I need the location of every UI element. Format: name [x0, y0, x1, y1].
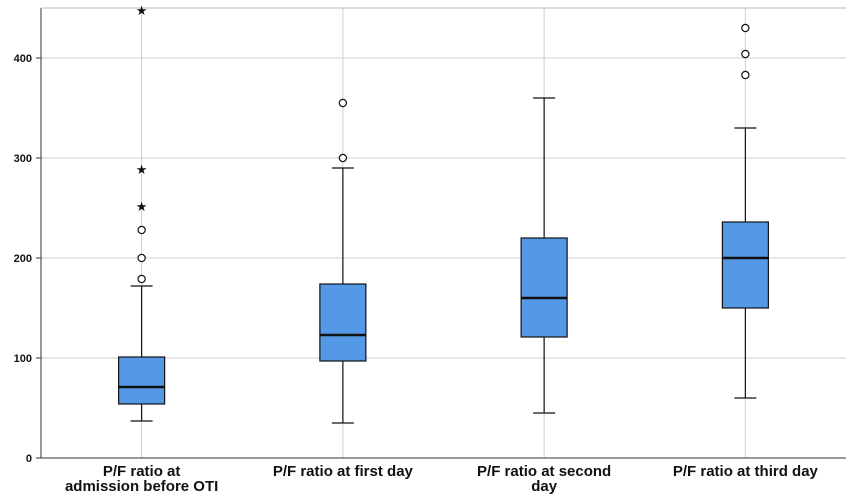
y-tick-label: 400 [14, 53, 32, 65]
box-group [520, 97, 568, 414]
box-group [721, 23, 769, 399]
box-group: ★ ★ ★ [118, 4, 166, 422]
outlier-point [338, 98, 348, 108]
x-category-label: day [531, 478, 558, 495]
outlier-point [741, 23, 750, 33]
x-category-label: P/F ratio at [103, 463, 181, 480]
extreme-point: ★ [136, 4, 148, 19]
y-tick-label: 200 [14, 253, 32, 265]
outlier-point [338, 153, 348, 163]
y-tick-label: 0 [26, 453, 32, 465]
extreme-point: ★ [136, 163, 148, 178]
extreme-point: ★ [136, 200, 148, 215]
outlier-point [137, 274, 146, 284]
boxes: ★ ★ ★ [118, 4, 769, 424]
x-category-label: P/F ratio at first day [273, 463, 414, 480]
outlier-point [137, 253, 146, 263]
x-category-label: P/F ratio at third day [673, 463, 819, 480]
outlier-point [137, 225, 146, 235]
outlier-point [741, 49, 750, 59]
box-group [319, 98, 367, 424]
iqr-box [118, 356, 166, 405]
x-category-label: admission before OTI [65, 478, 218, 495]
iqr-box [721, 221, 769, 309]
iqr-box [520, 237, 568, 338]
iqr-box [319, 283, 367, 362]
outlier-point [741, 70, 750, 80]
y-tick-label: 100 [14, 353, 32, 365]
y-tick-label: 300 [14, 153, 32, 165]
x-category-label: P/F ratio at second [477, 463, 611, 480]
plot-frame [40, 7, 846, 459]
y-axis: 0 100 200 300 400 [14, 53, 41, 465]
